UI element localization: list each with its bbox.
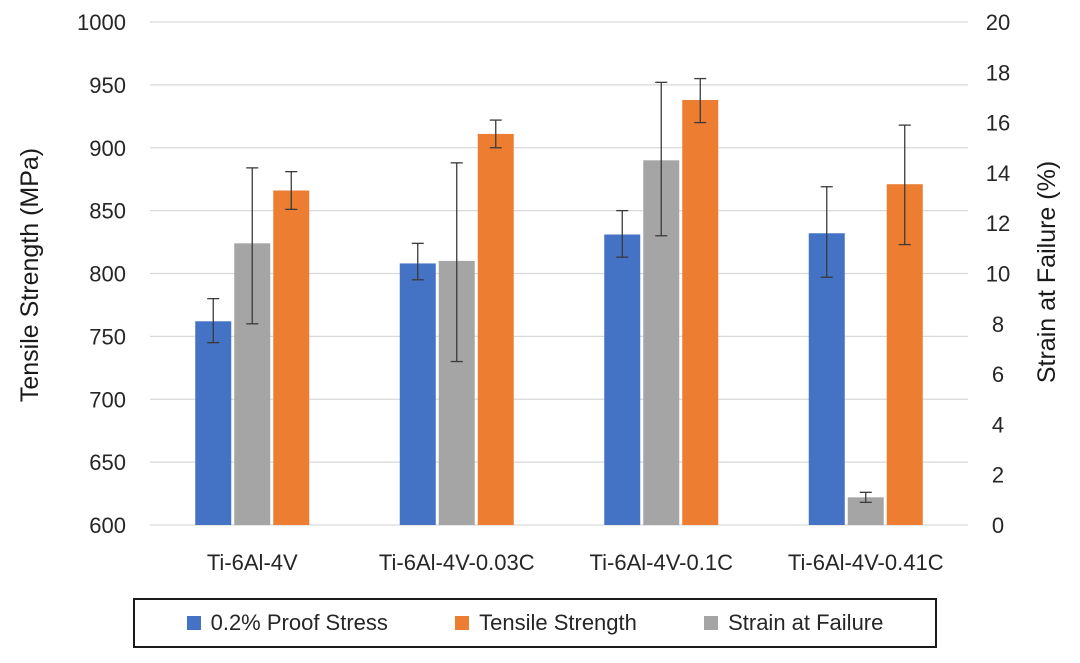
legend-swatch — [455, 616, 470, 630]
right-tick-label: 0 — [992, 513, 1004, 538]
left-tick-label: 900 — [89, 136, 126, 161]
right-tick-label: 18 — [986, 60, 1010, 85]
legend-swatch — [186, 616, 201, 630]
gridlines — [150, 21, 968, 526]
category-label: Ti-6Al-4V-0.03C — [379, 550, 535, 575]
right-tick-label: 20 — [986, 10, 1010, 35]
left-tick-label: 1000 — [77, 10, 126, 35]
right-axis-title: Strain at Failure (%) — [1033, 161, 1061, 383]
bar — [604, 234, 641, 525]
legend: 0.2% Proof Stress Tensile Strength Strain … — [133, 598, 937, 648]
right-tick-label: 12 — [986, 211, 1010, 236]
left-tick-label: 750 — [89, 324, 126, 349]
category-labels: Ti-6Al-4V Ti-6Al-4V-0.03C Ti-6Al-4V-0.1C Ti… — [207, 550, 944, 575]
right-tick-label: 14 — [986, 161, 1010, 186]
left-tick-label: 600 — [89, 513, 126, 538]
right-tick-label: 10 — [986, 262, 1010, 287]
category-label: Ti-6Al-4V-0.41C — [788, 550, 944, 575]
bar — [195, 321, 232, 525]
legend-item: 0.2% Proof Stress — [186, 610, 388, 636]
left-tick-label: 950 — [89, 73, 126, 98]
right-tick-label: 16 — [986, 111, 1010, 136]
legend-label: Strain at Failure — [728, 610, 884, 635]
legend-label: 0.2% Proof Stress — [210, 610, 388, 635]
bar — [273, 190, 310, 525]
bar — [477, 133, 514, 526]
bar — [682, 99, 719, 525]
category-label: Ti-6Al-4V-0.1C — [590, 550, 734, 575]
right-tick-label: 2 — [992, 463, 1004, 488]
left-axis-ticks: 600 650 700 750 800 850 900 950 1000 — [77, 10, 126, 538]
left-tick-label: 700 — [89, 387, 126, 412]
legend-label: Tensile Strength — [479, 610, 637, 635]
error-bars — [207, 77, 911, 504]
bar — [808, 233, 845, 525]
bar — [399, 263, 436, 525]
left-axis-title: Tensile Strength (MPa) — [16, 148, 44, 402]
right-axis-ticks: 0 2 4 6 8 10 12 14 16 18 20 — [986, 10, 1010, 538]
legend-swatch — [704, 616, 719, 630]
legend-item: Strain at Failure — [704, 610, 883, 636]
bars — [195, 99, 923, 526]
right-tick-label: 6 — [992, 362, 1004, 387]
left-tick-label: 850 — [89, 199, 126, 224]
left-tick-label: 650 — [89, 450, 126, 475]
legend-item: Tensile Strength — [455, 610, 637, 636]
right-tick-label: 8 — [992, 312, 1004, 337]
left-tick-label: 800 — [89, 262, 126, 287]
category-label: Ti-6Al-4V — [207, 550, 298, 575]
right-tick-label: 4 — [992, 412, 1004, 437]
